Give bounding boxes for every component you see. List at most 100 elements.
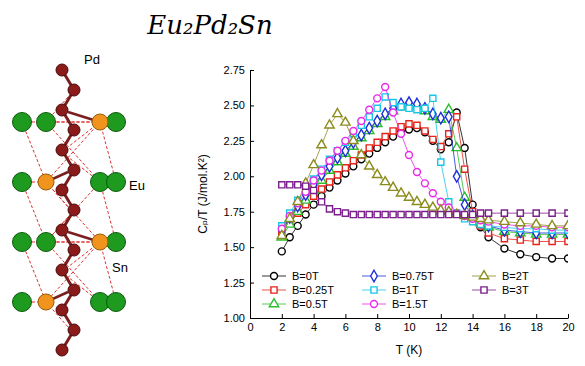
data-point	[374, 105, 380, 111]
pd-atom	[68, 164, 80, 176]
data-point	[366, 106, 373, 113]
series-line	[282, 97, 568, 230]
data-point	[349, 135, 358, 143]
eu-atom	[37, 113, 56, 132]
data-point	[382, 108, 389, 119]
pd-atom	[56, 304, 68, 316]
y-tick-mark	[250, 70, 254, 71]
data-point	[341, 117, 350, 125]
data-point	[398, 130, 405, 137]
data-point	[446, 211, 452, 217]
pd-atom	[56, 224, 68, 236]
data-point	[500, 216, 509, 224]
data-point	[365, 161, 374, 169]
eu-atom	[107, 233, 126, 252]
data-point	[302, 189, 309, 200]
data-point	[366, 122, 373, 133]
data-point	[318, 186, 324, 192]
x-tick-mark	[377, 314, 378, 318]
data-point	[422, 103, 429, 114]
y-tick: 1.50	[224, 241, 254, 253]
data-point	[357, 150, 366, 158]
data-point	[309, 160, 318, 168]
data-point	[374, 139, 380, 145]
x-tick-mark	[473, 314, 474, 318]
x-tick-mark	[345, 314, 346, 318]
data-point	[549, 210, 555, 216]
data-point	[326, 206, 332, 212]
data-point	[318, 199, 324, 205]
eu-atom	[37, 233, 56, 252]
pd-atom	[56, 184, 68, 196]
data-point	[469, 201, 476, 208]
data-point	[430, 211, 436, 217]
eu-atom	[13, 113, 32, 132]
series-line	[282, 113, 568, 259]
data-point	[374, 95, 381, 102]
eu-atom	[13, 233, 32, 252]
data-point	[396, 188, 405, 196]
data-point	[382, 211, 388, 217]
pd-atom	[56, 144, 68, 156]
x-tick: 12	[435, 314, 447, 333]
data-point	[445, 139, 452, 146]
data-point	[334, 209, 340, 215]
data-point	[388, 182, 397, 190]
y-tick-mark	[250, 283, 254, 284]
series-line	[282, 103, 568, 233]
data-point	[406, 105, 412, 111]
data-point	[422, 128, 428, 134]
y-tick-label: 2.00	[224, 170, 245, 182]
data-point	[326, 157, 333, 164]
x-tick: 18	[531, 314, 543, 333]
data-point	[342, 145, 349, 156]
x-tick: 20	[562, 314, 574, 333]
x-tick-mark	[409, 314, 410, 318]
data-point	[414, 211, 420, 217]
data-point	[563, 220, 568, 228]
series-line	[282, 87, 568, 229]
data-point	[453, 171, 460, 182]
data-point	[517, 251, 524, 258]
data-point	[358, 211, 364, 217]
legend-marker	[271, 273, 278, 280]
legend-label: B=3T	[502, 284, 529, 296]
x-tick: 14	[467, 314, 479, 333]
data-point	[303, 183, 309, 189]
data-point	[461, 199, 468, 210]
eu-atom	[107, 173, 126, 192]
data-point	[461, 144, 468, 151]
data-point	[295, 182, 301, 188]
legend-label: B=1.5T	[392, 298, 428, 310]
data-point	[390, 128, 396, 134]
data-point	[285, 213, 294, 221]
data-point	[565, 255, 568, 262]
data-point	[334, 147, 341, 154]
bond	[46, 182, 100, 242]
data-point	[333, 109, 342, 117]
data-point	[549, 255, 556, 262]
sn-atom	[92, 114, 108, 130]
data-point	[380, 177, 389, 185]
data-point	[547, 220, 556, 228]
x-tick-mark	[568, 314, 569, 318]
bond	[46, 182, 100, 242]
x-tick: 4	[311, 314, 317, 333]
data-point	[445, 111, 452, 122]
data-point	[366, 145, 372, 151]
y-tick-mark	[250, 176, 254, 177]
legend-entry: B=0.75T	[362, 270, 434, 282]
atom-label: Sn	[112, 260, 128, 275]
data-point	[366, 211, 372, 217]
data-point	[501, 210, 507, 216]
data-point	[350, 211, 356, 217]
data-point	[501, 245, 508, 252]
data-point	[382, 84, 389, 91]
data-point	[350, 158, 356, 164]
legend-entry: B=0T	[262, 270, 319, 282]
x-tick-label: 2	[279, 321, 285, 333]
data-point	[516, 218, 525, 226]
legend-marker	[479, 271, 488, 279]
data-point	[350, 127, 357, 134]
pd-atom	[56, 64, 68, 76]
